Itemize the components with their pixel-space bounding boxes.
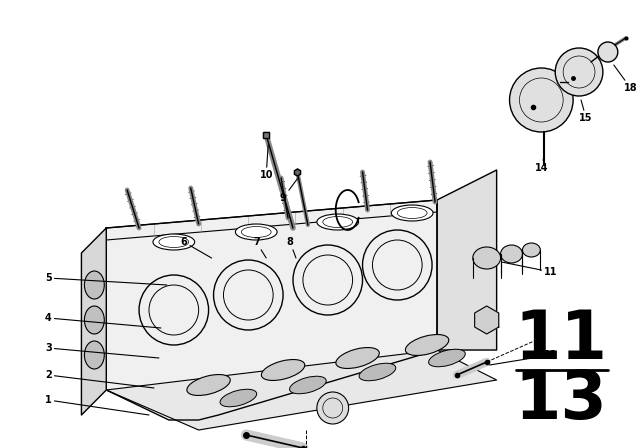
Ellipse shape (429, 349, 465, 367)
Text: 7: 7 (253, 237, 266, 258)
Text: 11: 11 (502, 262, 558, 277)
Ellipse shape (84, 341, 104, 369)
Text: 11: 11 (515, 307, 608, 373)
Text: 18: 18 (614, 65, 637, 93)
Text: 9: 9 (280, 178, 298, 203)
Text: 10: 10 (259, 145, 273, 180)
Ellipse shape (84, 306, 104, 334)
Polygon shape (437, 170, 497, 350)
Ellipse shape (187, 375, 230, 396)
Ellipse shape (500, 245, 522, 263)
Ellipse shape (153, 234, 195, 250)
Ellipse shape (473, 247, 500, 269)
Ellipse shape (261, 360, 305, 380)
Text: 3: 3 (45, 343, 159, 358)
Ellipse shape (289, 376, 326, 394)
Text: 15: 15 (579, 100, 593, 123)
Text: 12: 12 (490, 350, 558, 365)
Circle shape (509, 68, 573, 132)
Text: 13: 13 (515, 367, 607, 433)
Polygon shape (106, 350, 497, 430)
Text: 6: 6 (180, 237, 212, 258)
Circle shape (317, 392, 349, 424)
Polygon shape (81, 228, 106, 415)
Ellipse shape (236, 224, 277, 240)
Text: 8: 8 (287, 237, 296, 258)
Text: 13: 13 (0, 447, 1, 448)
Text: 4: 4 (45, 313, 161, 328)
Ellipse shape (336, 348, 380, 368)
Circle shape (598, 42, 618, 62)
Ellipse shape (522, 243, 540, 257)
Ellipse shape (391, 205, 433, 221)
Polygon shape (106, 200, 437, 420)
Text: 14: 14 (534, 155, 548, 173)
Text: 2: 2 (45, 370, 154, 388)
Ellipse shape (359, 363, 396, 381)
Ellipse shape (405, 335, 449, 355)
Ellipse shape (220, 389, 257, 407)
Polygon shape (475, 306, 499, 334)
Text: 5: 5 (45, 273, 167, 285)
Ellipse shape (317, 214, 358, 230)
Circle shape (556, 48, 603, 96)
Text: 1: 1 (45, 395, 149, 415)
Ellipse shape (84, 271, 104, 299)
Polygon shape (106, 200, 437, 240)
